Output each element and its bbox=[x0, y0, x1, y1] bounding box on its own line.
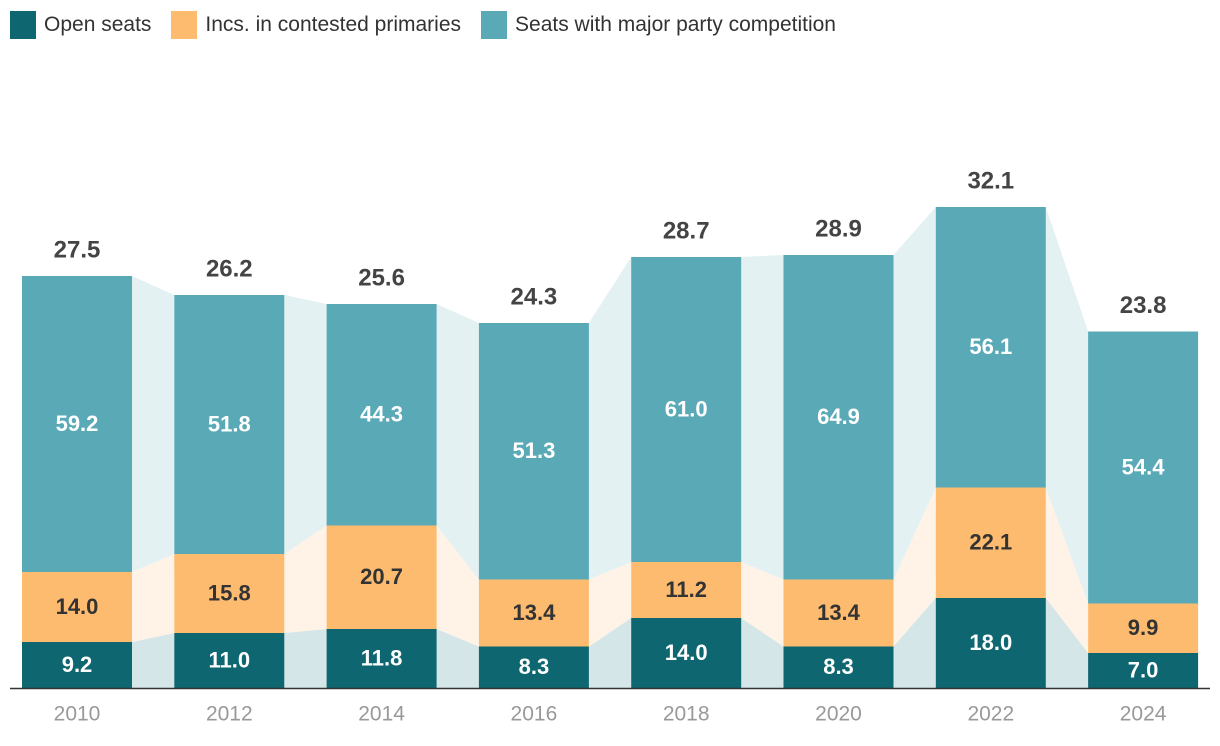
value-label: 9.2 bbox=[62, 652, 93, 677]
connector-area bbox=[588, 562, 632, 647]
connector-area bbox=[741, 562, 784, 647]
connector-area bbox=[588, 618, 632, 688]
bar-segment bbox=[783, 255, 894, 580]
value-label: 13.4 bbox=[817, 600, 861, 625]
value-label: 51.8 bbox=[208, 411, 251, 436]
connector-area bbox=[132, 276, 175, 572]
bar-segment bbox=[1088, 653, 1199, 688]
bar-segment bbox=[478, 579, 589, 647]
bar-segment bbox=[326, 304, 437, 526]
value-label: 22.1 bbox=[969, 530, 1012, 555]
x-tick-label: 2024 bbox=[1120, 703, 1167, 726]
connector-area bbox=[1045, 487, 1089, 653]
value-label: 11.0 bbox=[208, 647, 250, 672]
value-label: 44.3 bbox=[360, 402, 403, 427]
connector-area bbox=[1045, 207, 1089, 604]
value-label: 18.0 bbox=[969, 630, 1012, 655]
bar-segment bbox=[1088, 603, 1199, 653]
value-label: 11.2 bbox=[665, 577, 707, 602]
connector-area bbox=[132, 554, 175, 642]
bar-segment bbox=[22, 572, 132, 642]
connector-area bbox=[893, 207, 936, 580]
legend-swatch bbox=[481, 11, 508, 39]
legend-label: Incs. in contested primaries bbox=[205, 13, 462, 36]
total-label: 25.6 bbox=[358, 264, 405, 291]
value-label: 9.9 bbox=[1128, 615, 1159, 640]
connector-area bbox=[284, 295, 327, 554]
value-label: 20.7 bbox=[360, 564, 403, 589]
value-label: 56.1 bbox=[969, 334, 1012, 359]
legend-swatch bbox=[10, 11, 36, 39]
legend-item: Seats with major party competition bbox=[481, 11, 836, 39]
x-tick-label: 2018 bbox=[663, 703, 710, 726]
connector-area bbox=[893, 598, 936, 688]
legend-label: Open seats bbox=[44, 13, 152, 36]
x-tick-label: 2022 bbox=[967, 703, 1014, 726]
total-label: 28.7 bbox=[663, 217, 710, 244]
bar-segment bbox=[783, 646, 894, 688]
connector-area bbox=[741, 618, 784, 688]
total-label: 28.9 bbox=[815, 215, 862, 242]
x-tick-label: 2012 bbox=[206, 703, 253, 726]
value-label: 14.0 bbox=[665, 640, 708, 665]
bar-segment bbox=[935, 598, 1046, 688]
bar-segment bbox=[631, 618, 742, 688]
bars bbox=[22, 207, 1199, 688]
bar-segment bbox=[22, 276, 132, 572]
connector-area bbox=[741, 255, 784, 580]
value-label: 8.3 bbox=[823, 654, 854, 679]
bar-segment bbox=[631, 562, 742, 618]
x-tick-label: 2016 bbox=[511, 703, 558, 726]
x-tick-label: 2010 bbox=[54, 703, 101, 726]
value-label: 15.8 bbox=[208, 580, 251, 605]
connector-area bbox=[132, 633, 175, 688]
legend-item: Incs. in contested primaries bbox=[171, 11, 461, 39]
connector-area bbox=[588, 257, 632, 580]
total-label: 32.1 bbox=[967, 167, 1014, 194]
bar-segment bbox=[174, 295, 285, 554]
legend-item: Open seats bbox=[10, 11, 151, 39]
value-label: 7.0 bbox=[1128, 657, 1159, 682]
connector-area bbox=[436, 629, 479, 688]
total-label: 26.2 bbox=[206, 255, 253, 282]
total-label: 27.5 bbox=[54, 236, 101, 263]
connector-area bbox=[893, 487, 936, 647]
total-label: 23.8 bbox=[1120, 292, 1167, 319]
connector-area bbox=[284, 629, 327, 688]
bar-segment bbox=[631, 257, 742, 562]
value-label: 59.2 bbox=[56, 411, 99, 436]
legend-label: Seats with major party competition bbox=[515, 13, 836, 36]
legend: Open seats Incs. in contested primaries Se… bbox=[10, 11, 836, 39]
value-label: 51.3 bbox=[512, 438, 555, 463]
bar-segment bbox=[326, 525, 437, 629]
value-label: 8.3 bbox=[519, 654, 550, 679]
bar-segment bbox=[174, 554, 285, 633]
connector-area bbox=[284, 525, 327, 633]
value-label: 11.8 bbox=[361, 645, 403, 670]
value-label: 64.9 bbox=[817, 404, 860, 429]
bar-segment bbox=[1088, 331, 1199, 604]
connector-area bbox=[1045, 598, 1089, 688]
total-label: 24.3 bbox=[511, 283, 558, 310]
connector-area bbox=[436, 304, 479, 580]
x-tick-label: 2020 bbox=[815, 703, 862, 726]
bar-segment bbox=[478, 646, 589, 688]
bar-segment bbox=[174, 633, 285, 688]
connector-area bbox=[436, 525, 479, 647]
bar-segment bbox=[22, 642, 132, 688]
value-label: 14.0 bbox=[56, 594, 99, 619]
value-label: 61.0 bbox=[665, 396, 708, 421]
legend-swatch bbox=[171, 11, 198, 39]
bar-segment bbox=[935, 207, 1046, 488]
bar-segment bbox=[326, 629, 437, 688]
connectors bbox=[132, 207, 1089, 688]
bar-segment bbox=[935, 487, 1046, 598]
value-label: 13.4 bbox=[512, 600, 556, 625]
x-tick-label: 2014 bbox=[358, 703, 405, 726]
bar-segment bbox=[478, 323, 589, 580]
bar-segment bbox=[783, 579, 894, 647]
value-label: 54.4 bbox=[1122, 454, 1166, 479]
